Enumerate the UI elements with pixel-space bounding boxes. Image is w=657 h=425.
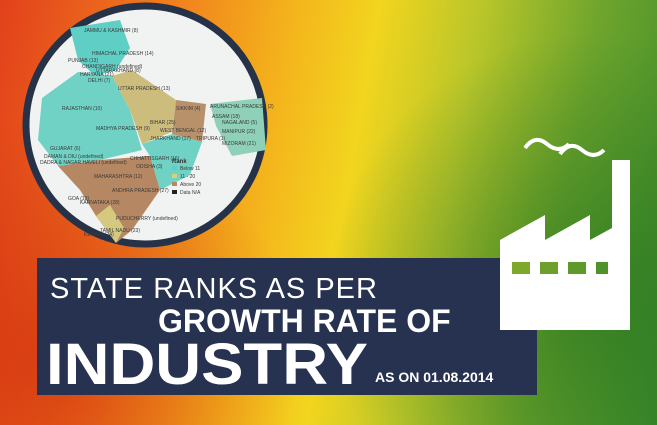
title-line1: STATE RANKS AS PER: [50, 273, 378, 305]
window: [512, 262, 530, 274]
map-label: HIMACHAL PRADESH (14): [92, 51, 154, 57]
region-east: [172, 100, 206, 142]
legend-title: Rank: [172, 159, 187, 165]
map-label: HARYANA (21): [80, 72, 114, 78]
title-banner: [37, 258, 537, 395]
window: [540, 262, 558, 274]
legend-label: Below 11: [180, 166, 200, 172]
legend-label: Data N/A: [180, 190, 201, 196]
map-label: CHHATTISGARH (16): [130, 156, 180, 162]
map-label: WEST BENGAL (12): [160, 128, 206, 134]
map-label: ANDHRA PRADESH (27): [112, 188, 169, 194]
map-label: GUJARAT (6): [50, 146, 81, 152]
legend-swatch: [172, 190, 177, 194]
title-date: AS ON 01.08.2014: [375, 369, 494, 385]
map-label: MANIPUR (22): [222, 129, 256, 135]
map-label: MAHARASHTRA (12): [94, 174, 143, 180]
region-central-east: [142, 134, 202, 190]
legend-swatch: [172, 174, 177, 178]
map-label: BIHAR (25): [150, 120, 176, 126]
map-label: DADRA & NAGAR HAVELI (undefined): [40, 160, 127, 166]
map-label: RAJASTHAN (10): [62, 106, 102, 112]
map-label: DELHI (7): [88, 78, 111, 84]
legend-swatch: [172, 166, 177, 170]
window: [568, 262, 586, 274]
region-northeast: [210, 98, 266, 156]
smoke: [523, 137, 606, 157]
title-line2: GROWTH RATE OF: [158, 303, 451, 339]
region-north: [70, 20, 130, 76]
map-legend: Rank Below 11 11 - 20 Above 20 Data N/A: [172, 159, 201, 196]
india-map: JAMMU & KASHMIR (8) HIMACHAL PRADESH (14)…: [38, 20, 274, 243]
map-label: JAMMU & KASHMIR (8): [84, 28, 139, 34]
map-label: ASSAM (18): [212, 114, 240, 120]
region-up: [112, 70, 176, 144]
region-south: [58, 156, 160, 243]
legend-label: 11 - 20: [180, 174, 195, 180]
map-label: TAMIL NADU (23): [100, 228, 140, 234]
map-label: KARNATAKA (28): [80, 200, 120, 206]
title-line3: INDUSTRY: [46, 332, 368, 397]
window: [596, 262, 608, 274]
map-label: PUNJAB (13): [68, 58, 98, 64]
map-label: JHARKHAND (17): [150, 136, 191, 142]
map-label: UTTAR PRADESH (13): [118, 86, 170, 92]
region-kerala: [96, 205, 124, 243]
map-label: CHANDIGARH (undefined): [82, 64, 143, 70]
legend-label: Above 20: [180, 182, 201, 188]
map-label: DAMAN & DIU (undefined): [44, 154, 104, 160]
legend-swatch: [172, 182, 177, 186]
map-label: ODISHA (3): [136, 164, 163, 170]
map-label: MIZORAM (21): [222, 141, 256, 147]
map-label: KERALA (24): [84, 232, 114, 238]
map-label: MADHYA PRADESH (9): [96, 126, 150, 132]
map-label: NAGALAND (5): [222, 120, 257, 126]
map-label: PUDUCHERRY (undefined): [116, 216, 178, 222]
map-label: TRIPURA (1): [196, 136, 226, 142]
map-label: SIKKIM (4): [176, 106, 201, 112]
map-label: UTTARAKHAND (8): [96, 68, 141, 74]
region-west: [38, 72, 142, 166]
map-label: ARUNACHAL PRADESH (2): [210, 104, 274, 110]
factory-icon: [500, 137, 630, 330]
map-label: GOA (19): [68, 196, 89, 202]
factory: [500, 160, 630, 330]
